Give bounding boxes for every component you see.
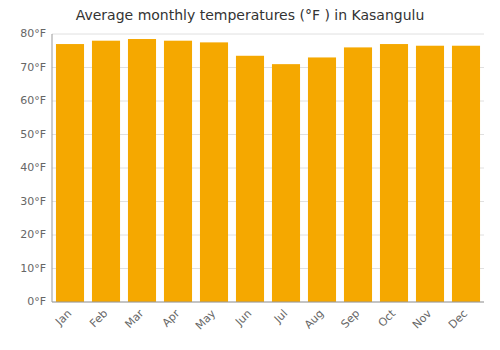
y-tick-label: 20°F <box>20 228 46 241</box>
x-tick-label: May <box>193 307 219 333</box>
bar <box>272 64 300 302</box>
title: Average monthly temperatures (°F ) in Ka… <box>76 7 425 23</box>
x-tick-label: Jul <box>271 307 290 326</box>
x-tick-label: Jan <box>52 307 74 329</box>
x-tick-label: Aug <box>302 307 326 331</box>
y-tick-label: 60°F <box>20 94 46 107</box>
grid <box>52 34 484 302</box>
x-tick-label: Feb <box>87 307 110 330</box>
grid-line <box>52 302 484 303</box>
y-tick-label: 40°F <box>20 161 46 174</box>
x-tick-label: Jun <box>232 307 254 329</box>
bar <box>452 46 480 302</box>
x-tick-label: Oct <box>376 307 399 330</box>
bar <box>380 44 408 302</box>
bar <box>344 47 372 302</box>
x-tick-label: Apr <box>160 307 183 330</box>
y-tick-label: 70°F <box>20 61 46 74</box>
x-tick-label: Nov <box>410 307 435 332</box>
bar <box>200 42 228 302</box>
y-axis-line <box>52 34 53 302</box>
y-tick-label: 10°F <box>20 262 46 275</box>
x-axis-line <box>52 302 484 303</box>
x-tick-label: Dec <box>446 307 470 331</box>
chart: 0°F 10°F 20°F 30°F 40°F 50°F 60°F 70°F 80°F Jan Fe… <box>0 0 500 350</box>
y-tick-label: 0°F <box>27 295 46 308</box>
bar <box>236 56 264 302</box>
bars <box>56 39 480 302</box>
x-tick-label: Mar <box>122 307 146 331</box>
bar <box>56 44 84 302</box>
chart-container: 0°F 10°F 20°F 30°F 40°F 50°F 60°F 70°F 80°F Jan Fe… <box>0 0 500 350</box>
bar <box>416 46 444 302</box>
y-tick-label: 30°F <box>20 195 46 208</box>
y-tick-label: 80°F <box>20 27 46 40</box>
y-tick-label: 50°F <box>20 128 46 141</box>
grid-line <box>52 34 484 35</box>
bar <box>164 41 192 302</box>
x-tick-label: Sep <box>338 307 362 331</box>
bar <box>92 41 120 302</box>
bar <box>128 39 156 302</box>
bar <box>308 57 336 302</box>
